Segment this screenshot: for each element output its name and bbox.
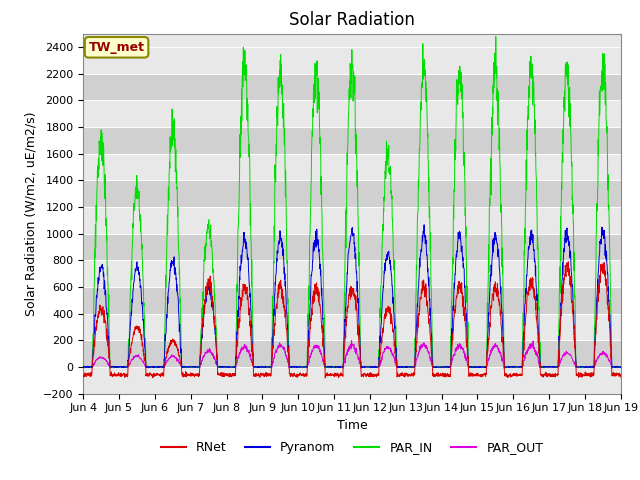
Bar <box>83 367 621 394</box>
Bar <box>83 100 621 127</box>
Y-axis label: Solar Radiation (W/m2, uE/m2/s): Solar Radiation (W/m2, uE/m2/s) <box>24 111 37 316</box>
Bar <box>83 180 621 207</box>
Bar <box>83 234 621 260</box>
Bar <box>83 73 621 100</box>
Bar <box>83 260 621 287</box>
Bar <box>83 207 621 234</box>
Bar <box>83 313 621 340</box>
Bar <box>83 154 621 180</box>
Bar <box>83 47 621 73</box>
Legend: RNet, Pyranom, PAR_IN, PAR_OUT: RNet, Pyranom, PAR_IN, PAR_OUT <box>156 436 548 459</box>
Bar <box>83 340 621 367</box>
Bar <box>83 127 621 154</box>
Text: TW_met: TW_met <box>88 41 145 54</box>
X-axis label: Time: Time <box>337 419 367 432</box>
Title: Solar Radiation: Solar Radiation <box>289 11 415 29</box>
Bar <box>83 287 621 313</box>
